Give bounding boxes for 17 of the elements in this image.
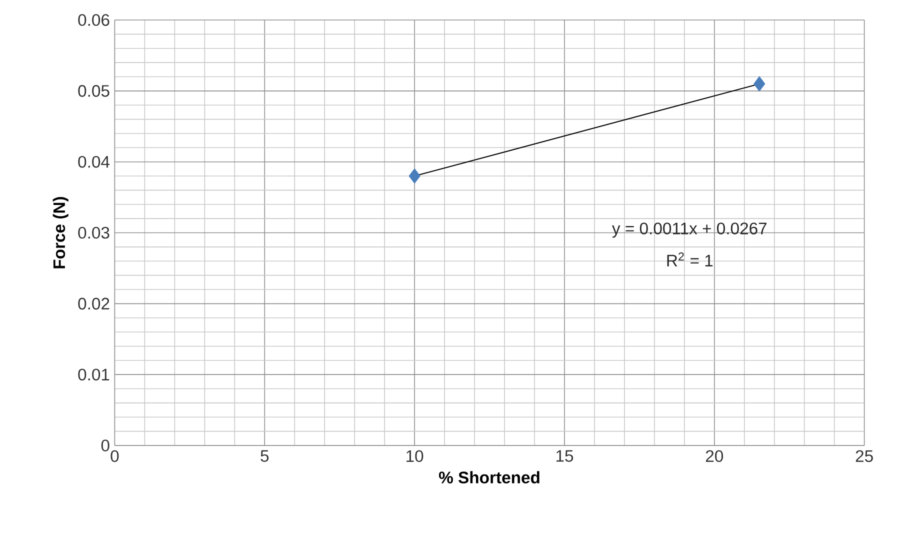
x-tick-label: 10 [406,450,424,462]
x-tick-label: 15 [556,450,574,462]
y-tick-label: 0.06 [78,14,110,26]
y-tick-label: 0.04 [78,156,110,168]
y-tick-label: 0.03 [78,227,110,239]
y-tick-label: 0.02 [78,298,110,310]
y-tick-label: 0.01 [78,368,110,381]
x-tick-label: 5 [260,450,269,462]
annotation: y = 0.0011x + 0.0267 [612,222,767,238]
y-tick-label: 0 [101,440,110,452]
annotation: R$^{2}$ = 1 [667,252,713,267]
y-tick-label: 0.05 [78,85,110,98]
y-axis-title: Force (N) [52,197,68,268]
x-axis-title: % Shortened [438,471,540,484]
x-tick-label: 20 [706,450,724,462]
x-tick-label: 25 [856,450,873,462]
x-tick-label: 0 [110,450,119,462]
